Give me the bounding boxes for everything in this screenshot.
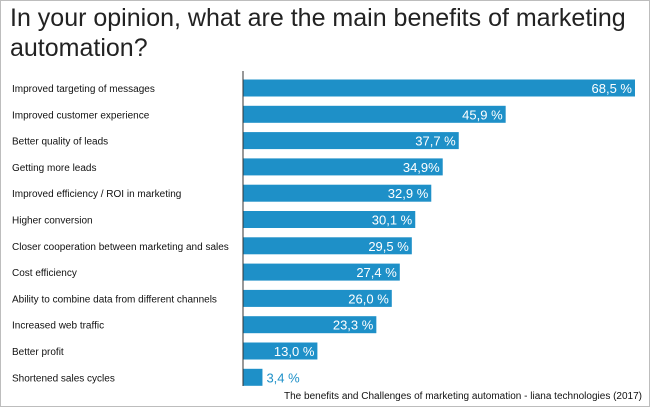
category-label: Higher conversion	[12, 216, 93, 227]
bar	[243, 237, 412, 255]
category-label: Shortened sales cycles	[12, 373, 115, 384]
bar	[243, 289, 392, 307]
category-label: Improved efficiency / ROI in marketing	[12, 189, 181, 200]
value-label: 27,4 %	[356, 265, 397, 280]
category-label: Better quality of leads	[12, 137, 108, 148]
category-label: Closer cooperation between marketing and…	[12, 242, 229, 253]
bar	[243, 316, 377, 334]
chart-title: In your opinion, what are the main benef…	[10, 4, 626, 62]
value-label: 29,5 %	[368, 239, 409, 254]
value-label: 13,0 %	[274, 344, 315, 359]
category-label: Increased web traffic	[12, 321, 104, 332]
bar	[243, 132, 459, 150]
value-label: 45,9 %	[462, 107, 503, 122]
category-label: Improved customer experience	[12, 110, 150, 121]
category-label: Improved targeting of messages	[12, 84, 155, 95]
category-label: Cost efficiency	[12, 268, 77, 279]
bar	[243, 211, 416, 228]
bar	[243, 184, 432, 202]
bar	[243, 368, 263, 386]
category-label: Ability to combine data from different c…	[12, 294, 217, 305]
value-label: 34,9%	[403, 160, 440, 175]
category-label: Better profit	[12, 347, 64, 358]
value-label: 23,3 %	[333, 318, 374, 333]
value-label: 32,9 %	[388, 186, 429, 201]
value-label: 68,5 %	[592, 81, 633, 96]
value-label: 30,1 %	[372, 213, 413, 228]
category-label: Getting more leads	[12, 163, 97, 174]
source-caption: The benefits and Challenges of marketing…	[284, 391, 642, 402]
value-label: 3,4 %	[266, 370, 300, 385]
bar	[243, 263, 400, 281]
value-label: 26,0 %	[348, 291, 389, 306]
bar	[243, 79, 635, 97]
bar	[243, 342, 318, 360]
bar	[243, 158, 443, 176]
value-label: 37,7 %	[415, 134, 456, 149]
bar	[243, 105, 506, 123]
